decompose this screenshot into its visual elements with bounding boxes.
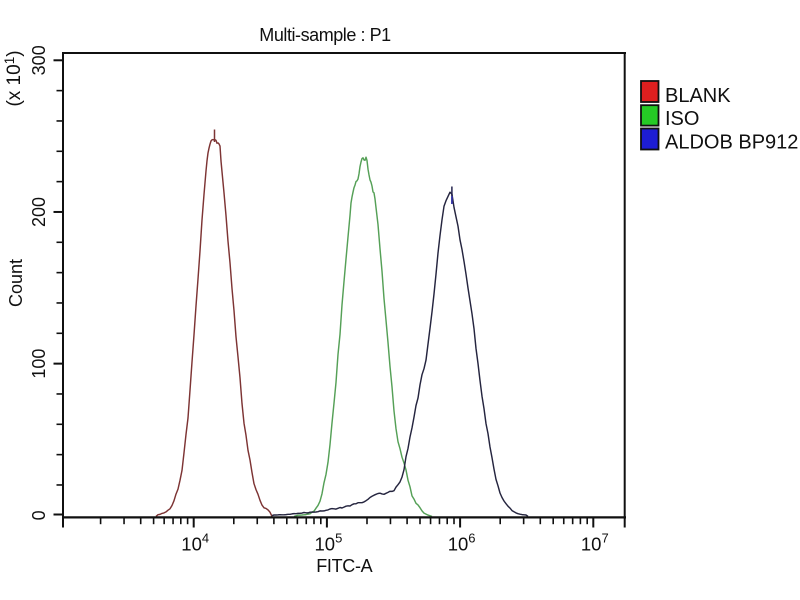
svg-text:ALDOB BP912: ALDOB BP912 <box>665 132 798 154</box>
svg-text:300: 300 <box>29 45 49 75</box>
svg-text:0: 0 <box>29 510 49 520</box>
svg-text:Multi-sample : P1: Multi-sample : P1 <box>259 25 391 45</box>
svg-text:FITC-A: FITC-A <box>316 556 372 576</box>
svg-text:200: 200 <box>29 197 49 227</box>
svg-text:ISO: ISO <box>665 108 699 130</box>
svg-text:BLANK: BLANK <box>665 85 731 107</box>
svg-text:100: 100 <box>29 349 49 379</box>
svg-text:(x 101): (x 101) <box>2 50 25 106</box>
svg-text:Count: Count <box>6 259 26 307</box>
